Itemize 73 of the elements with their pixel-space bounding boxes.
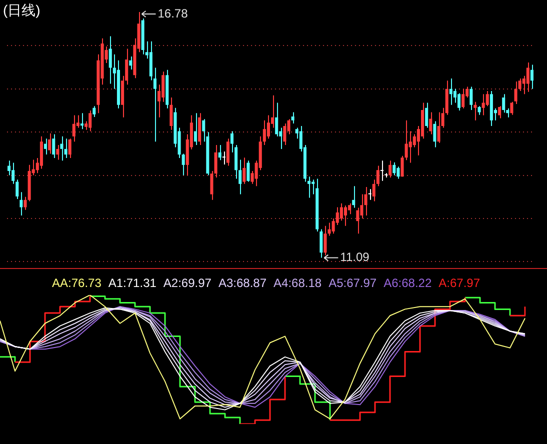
candlestick [368,188,372,200]
candlestick [20,192,23,216]
candlestick [352,186,356,208]
candlestick [380,160,384,182]
text: A3:68.87 [218,276,267,290]
text: A2:69.97 [163,276,212,290]
candlestick [498,106,502,119]
candlestick [129,56,132,70]
candlestick [462,88,465,109]
candlestick [486,90,489,107]
candlestick [44,138,48,156]
candlestick [108,36,112,84]
candlestick [283,122,286,146]
candlestick [60,136,64,162]
candlestick [392,162,396,176]
candlestick [429,112,432,135]
candlestick [530,64,534,90]
candlestick [356,207,360,234]
candlestick [449,78,452,106]
candlestick [80,112,84,130]
candlestick [24,196,27,210]
candlestick [246,160,250,182]
candlestick [348,202,352,215]
candlestick [396,166,400,180]
candlestick [470,86,473,111]
chart-title: (日线) [3,2,40,20]
candlestick [48,132,52,154]
candlestick [218,144,222,161]
candlestick [388,160,392,178]
text: AA:76.73 [52,276,102,290]
candlestick [92,106,96,118]
candlestick [242,157,246,184]
candlestick [68,138,72,159]
candlestick [457,92,461,111]
candlestick [437,112,440,144]
candlestick [526,62,530,92]
annotation: 11.09 [340,250,370,264]
candlestick [324,225,327,256]
candlestick [262,120,266,146]
candlestick [291,112,294,124]
candlestick [222,151,226,165]
candlestick [170,97,173,130]
candlestick [408,130,412,164]
text: A6:68.22 [384,276,432,290]
text: A:67.97 [438,276,480,290]
candlestick [510,101,514,116]
candlestick [56,144,60,160]
text: A5:67.97 [328,276,377,290]
candlestick [514,81,518,105]
candlestick [72,114,76,142]
candlestick [344,205,348,226]
candlestick [340,202,343,222]
candlestick [266,114,270,140]
candlestick [474,101,477,121]
candlestick [482,94,485,116]
candlestick [320,228,323,258]
candlestick [404,120,408,161]
candlestick [64,138,68,159]
candlestick [364,186,368,216]
candlestick [400,155,404,178]
candlestick [502,94,506,114]
text: A4:68.18 [274,276,322,290]
candlestick [425,102,428,128]
candlestick [88,110,92,132]
candlestick [52,134,56,159]
candlestick [226,138,230,166]
candlestick [194,112,198,146]
candlestick [275,102,278,137]
text: A1:71.31 [108,276,156,290]
candlestick [182,153,185,176]
annotation: 16.78 [158,6,188,20]
candlestick [433,120,436,148]
candlestick [328,222,331,236]
